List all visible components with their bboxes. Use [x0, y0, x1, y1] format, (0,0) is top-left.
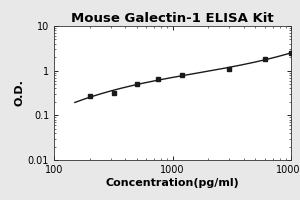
- Title: Mouse Galectin-1 ELISA Kit: Mouse Galectin-1 ELISA Kit: [71, 12, 274, 25]
- Y-axis label: O.D.: O.D.: [15, 80, 25, 106]
- X-axis label: Concentration(pg/ml): Concentration(pg/ml): [106, 178, 239, 188]
